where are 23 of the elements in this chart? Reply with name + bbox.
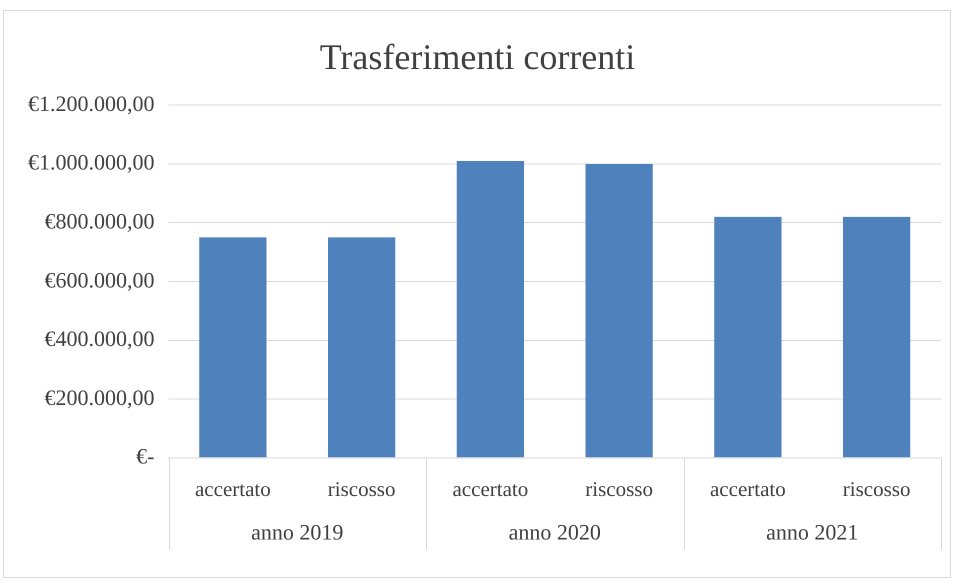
x-tick-label: riscosso — [842, 476, 910, 501]
bar — [199, 237, 267, 458]
bar — [714, 216, 782, 458]
y-tick-label: €1.000.000,00 — [28, 150, 154, 175]
bar — [585, 164, 653, 458]
bar — [842, 216, 910, 458]
x-tick-label: riscosso — [585, 476, 653, 501]
y-tick-label: €400.000,00 — [44, 326, 154, 352]
y-tick-label: €- — [136, 444, 154, 469]
text: anno 2020 — [508, 520, 601, 545]
y-tick-label: €200.000,00 — [44, 384, 154, 410]
bar — [328, 237, 396, 458]
chart-title: Trasferimenti correnti — [320, 37, 636, 78]
y-tick-label: €600.000,00 — [44, 267, 154, 292]
x-tick-label: accertato — [194, 476, 271, 501]
y-tick-label: €1.200.000,00 — [28, 90, 154, 116]
text: anno 2019 — [251, 520, 344, 545]
x-tick-label: accertato — [452, 476, 528, 501]
x-tick-label: riscosso — [328, 476, 396, 501]
y-tick-label: €800.000,00 — [44, 208, 154, 234]
x-tick-label: accertato — [710, 476, 786, 501]
bar — [456, 161, 524, 458]
text: anno 2021 — [766, 520, 858, 545]
